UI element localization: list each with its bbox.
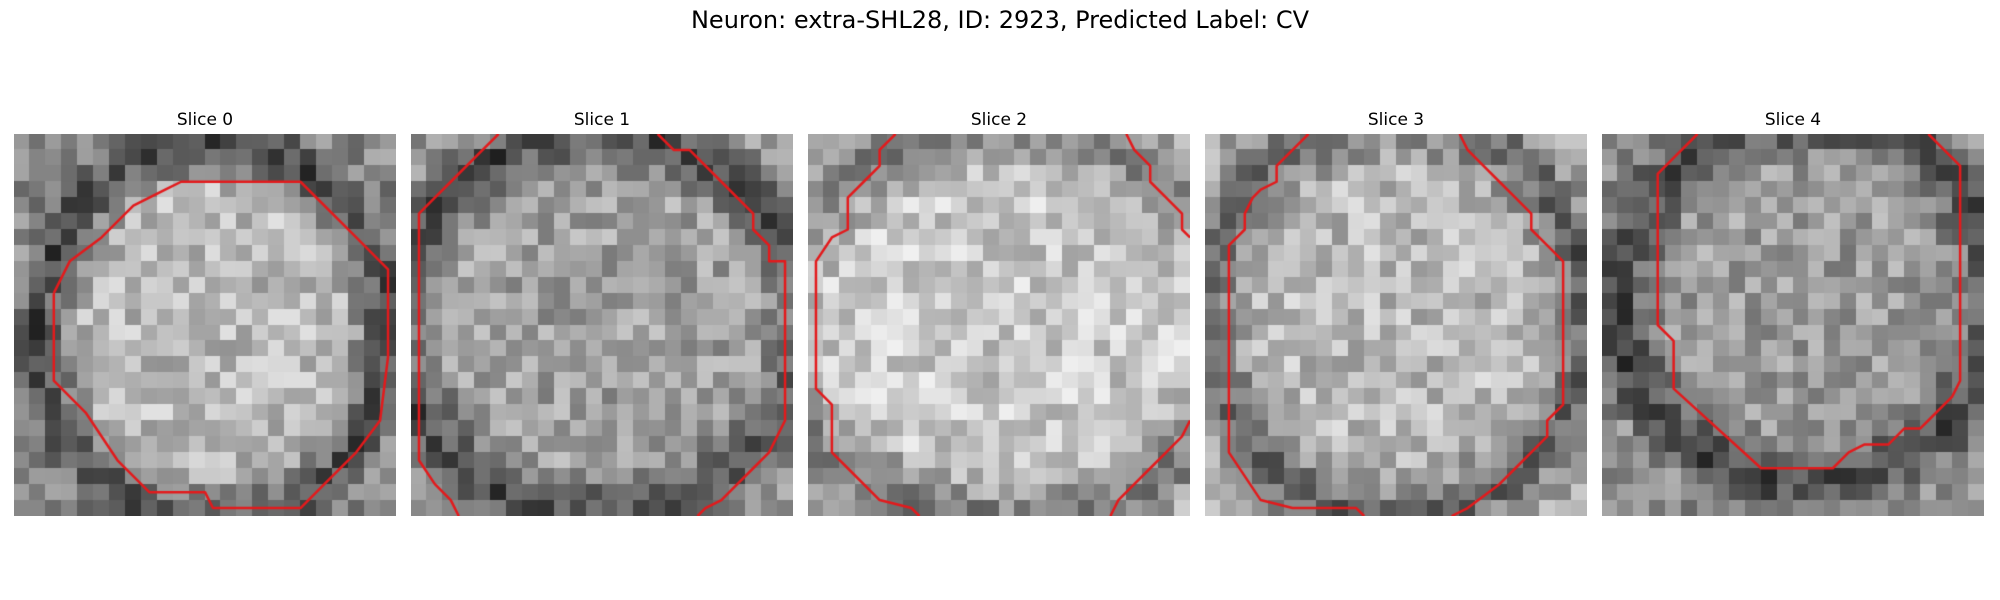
slice-title: Slice 0	[176, 110, 234, 130]
slice-panel-1: Slice 1	[411, 106, 793, 516]
slice-title: Slice 1	[573, 110, 631, 130]
slice-panel-0: Slice 0	[14, 106, 396, 516]
figure-title: Neuron: extra-SHL28, ID: 2923, Predicted…	[690, 6, 1310, 34]
slice-image	[411, 134, 793, 516]
slice-title: Slice 4	[1764, 110, 1822, 130]
slice-image	[14, 134, 396, 516]
slice-panel-3: Slice 3	[1205, 106, 1587, 516]
slice-panel-4: Slice 4	[1602, 106, 1984, 516]
slice-image	[1205, 134, 1587, 516]
slice-title: Slice 3	[1367, 110, 1425, 130]
slice-image	[1602, 134, 1984, 516]
slice-title: Slice 2	[970, 110, 1028, 130]
slice-image	[808, 134, 1190, 516]
slice-panel-2: Slice 2	[808, 106, 1190, 516]
